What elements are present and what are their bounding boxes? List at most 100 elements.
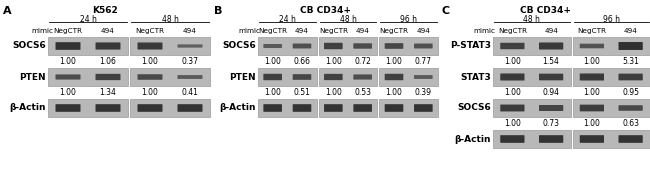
Text: 1.00: 1.00 [60,88,77,97]
Text: NegCTR: NegCTR [380,28,408,34]
Text: 48 h: 48 h [523,15,540,24]
Bar [258,37,317,55]
Text: 494: 494 [356,28,370,34]
Bar [48,99,128,117]
Text: 96 h: 96 h [400,15,417,24]
Text: NegCTR: NegCTR [319,28,348,34]
Text: mimic: mimic [31,28,53,34]
Bar [130,68,210,86]
FancyBboxPatch shape [138,42,162,50]
FancyBboxPatch shape [138,104,162,112]
FancyBboxPatch shape [385,43,403,49]
Text: 0.95: 0.95 [622,88,639,97]
FancyBboxPatch shape [96,104,120,112]
Text: β-Actin: β-Actin [454,135,491,143]
Text: 48 h: 48 h [339,15,356,24]
Text: 0.72: 0.72 [354,57,371,66]
FancyBboxPatch shape [324,74,343,80]
Bar [380,37,438,55]
Text: 1.54: 1.54 [543,57,560,66]
FancyBboxPatch shape [539,135,564,143]
Text: 494: 494 [417,28,430,34]
Text: 494: 494 [624,28,638,34]
Text: 0.73: 0.73 [543,119,560,128]
FancyBboxPatch shape [96,42,120,50]
Text: 0.51: 0.51 [294,88,311,97]
Text: 0.39: 0.39 [415,88,432,97]
FancyBboxPatch shape [292,74,311,80]
Bar [493,68,571,86]
Bar [48,37,128,55]
Text: 494: 494 [183,28,197,34]
Bar [573,99,650,117]
Text: 1.00: 1.00 [504,119,521,128]
FancyBboxPatch shape [500,43,525,49]
Text: B: B [214,6,222,16]
FancyBboxPatch shape [539,42,564,50]
Bar [130,37,210,55]
FancyBboxPatch shape [177,44,203,48]
Text: C: C [442,6,450,16]
Text: 1.00: 1.00 [584,57,601,66]
Text: 1.00: 1.00 [142,88,159,97]
Bar [573,130,650,148]
FancyBboxPatch shape [324,43,343,49]
FancyBboxPatch shape [414,104,433,112]
Text: P-STAT3: P-STAT3 [450,42,491,51]
Text: SOCS6: SOCS6 [12,42,46,51]
FancyBboxPatch shape [539,105,564,111]
Bar [493,130,571,148]
Text: 1.00: 1.00 [60,57,77,66]
Text: 1.00: 1.00 [584,88,601,97]
FancyBboxPatch shape [55,74,81,80]
FancyBboxPatch shape [500,135,525,143]
Text: 0.77: 0.77 [415,57,432,66]
FancyBboxPatch shape [580,74,604,81]
Text: mimic: mimic [238,28,260,34]
Bar [318,37,378,55]
Text: 0.37: 0.37 [181,57,198,66]
FancyBboxPatch shape [55,104,81,112]
Text: K562: K562 [92,6,118,15]
Text: PTEN: PTEN [20,72,46,81]
Text: 1.34: 1.34 [99,88,116,97]
FancyBboxPatch shape [96,74,120,80]
Bar [130,99,210,117]
Text: 494: 494 [101,28,115,34]
Bar [318,99,378,117]
Text: 96 h: 96 h [603,15,619,24]
Text: NegCTR: NegCTR [498,28,527,34]
FancyBboxPatch shape [354,43,372,49]
Text: CB CD34+: CB CD34+ [300,6,351,15]
FancyBboxPatch shape [385,104,403,112]
Text: 1.00: 1.00 [385,57,402,66]
Text: PTEN: PTEN [229,72,256,81]
Text: NegCTR: NegCTR [258,28,287,34]
Text: 0.41: 0.41 [181,88,198,97]
FancyBboxPatch shape [177,75,203,79]
FancyBboxPatch shape [414,75,433,79]
Bar [380,68,438,86]
Text: 24 h: 24 h [79,15,96,24]
FancyBboxPatch shape [619,135,643,143]
FancyBboxPatch shape [580,105,604,111]
FancyBboxPatch shape [580,44,604,48]
Text: 494: 494 [544,28,558,34]
Text: 1.00: 1.00 [325,88,342,97]
Text: 0.53: 0.53 [354,88,371,97]
Text: 1.00: 1.00 [265,57,281,66]
Text: β-Actin: β-Actin [10,104,46,113]
FancyBboxPatch shape [55,42,81,50]
Text: 1.00: 1.00 [265,88,281,97]
Text: 1.00: 1.00 [325,57,342,66]
FancyBboxPatch shape [619,42,643,50]
Text: NegCTR: NegCTR [577,28,606,34]
Text: 0.63: 0.63 [622,119,639,128]
Text: CB CD34+: CB CD34+ [520,6,571,15]
Text: 1.00: 1.00 [142,57,159,66]
FancyBboxPatch shape [324,104,343,112]
Text: A: A [3,6,12,16]
FancyBboxPatch shape [385,74,403,80]
FancyBboxPatch shape [580,135,604,143]
Text: STAT3: STAT3 [460,72,491,81]
